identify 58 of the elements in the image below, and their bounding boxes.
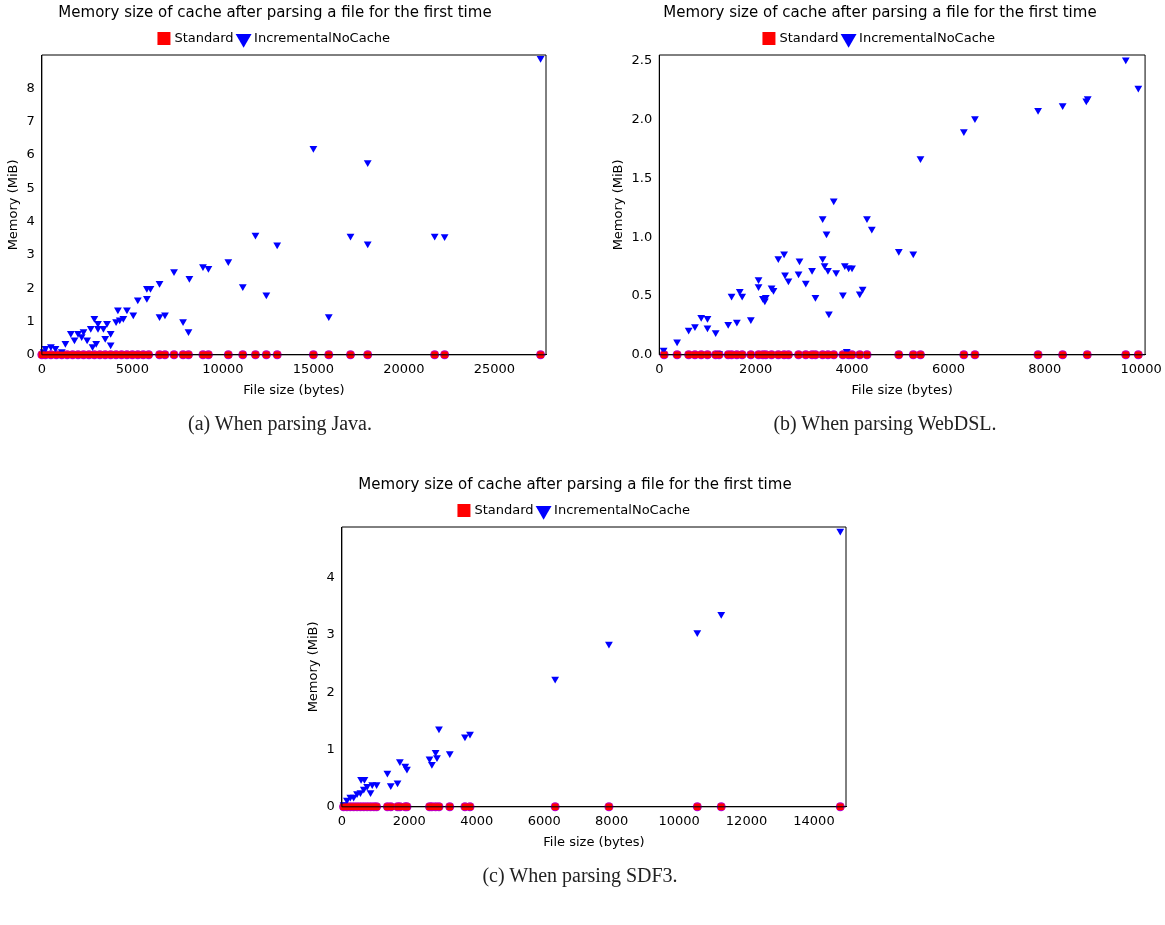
legend-label: IncrementalNoCache [859, 29, 996, 45]
y-tick-label: 2.0 [631, 111, 653, 127]
x-tick-label: 8000 [595, 812, 629, 828]
x-tick-label: 0 [655, 360, 664, 376]
text: (b) When parsing WebDSL. [772, 412, 998, 435]
y-tick-label: 0.5 [631, 287, 653, 303]
text: (a) When parsing Java. [187, 412, 373, 435]
x-tick-label: 4000 [835, 360, 869, 376]
x-tick-label: 20000 [383, 360, 425, 376]
x-tick-label: 2000 [739, 360, 773, 376]
x-tick-label: 0 [37, 360, 47, 376]
y-tick-label: 1 [26, 312, 35, 328]
x-tick-label: 25000 [473, 360, 516, 376]
x-tick-label: 4000 [460, 812, 494, 828]
x-tick-label: 6000 [931, 360, 965, 376]
chart-title: Memory size of cache after parsing a file for the first time [358, 474, 792, 493]
legend-label: Standard [779, 29, 839, 45]
y-tick-label: 3 [326, 626, 335, 642]
x-tick-label: 2000 [392, 812, 426, 828]
x-tick-label: 10000 [1120, 360, 1162, 376]
y-tick-label: 1.5 [631, 169, 653, 185]
x-axis-title: File size (bytes) [243, 381, 345, 397]
y-tick-label: 3 [26, 246, 35, 262]
x-tick-label: 5000 [115, 360, 149, 376]
y-tick-label: 8 [26, 79, 35, 95]
text: (c) When parsing SDF3. [481, 864, 679, 887]
x-tick-label: 12000 [725, 812, 768, 828]
chart-title: Memory size of cache after parsing a file for the first time [663, 2, 1097, 21]
legend-label: IncrementalNoCache [554, 501, 691, 517]
legend-label: IncrementalNoCache [254, 29, 391, 45]
y-tick-label: 6 [26, 146, 35, 162]
y-axis-title: Memory (MiB) [5, 159, 21, 251]
chart-title: Memory size of cache after parsing a file for the first time [58, 2, 492, 21]
x-tick-label: 0 [337, 812, 347, 828]
x-tick-label: 15000 [292, 360, 335, 376]
y-axis-title: Memory (MiB) [305, 621, 321, 713]
legend-label: Standard [474, 501, 534, 517]
x-axis-title: File size (bytes) [851, 381, 953, 397]
x-tick-label: 10000 [658, 812, 700, 828]
x-tick-label: 10000 [202, 360, 244, 376]
y-tick-label: 1.0 [631, 228, 653, 244]
x-tick-label: 8000 [1028, 360, 1062, 376]
y-tick-label: 2 [326, 683, 335, 699]
y-tick-label: 0 [326, 798, 335, 814]
y-tick-label: 0.0 [631, 346, 653, 362]
y-axis-title: Memory (MiB) [610, 159, 626, 251]
y-tick-label: 4 [26, 212, 35, 228]
y-tick-label: 7 [26, 113, 35, 128]
y-tick-label: 4 [326, 568, 335, 584]
x-tick-label: 14000 [793, 812, 835, 828]
y-tick-label: 1 [326, 740, 335, 756]
y-tick-label: 0 [26, 346, 35, 362]
x-axis-title: File size (bytes) [543, 833, 645, 849]
y-tick-label: 2 [26, 279, 35, 295]
y-tick-label: 5 [26, 179, 35, 195]
legend-label: Standard [174, 29, 234, 45]
y-tick-label: 2.5 [631, 52, 653, 68]
x-tick-label: 6000 [527, 812, 561, 828]
